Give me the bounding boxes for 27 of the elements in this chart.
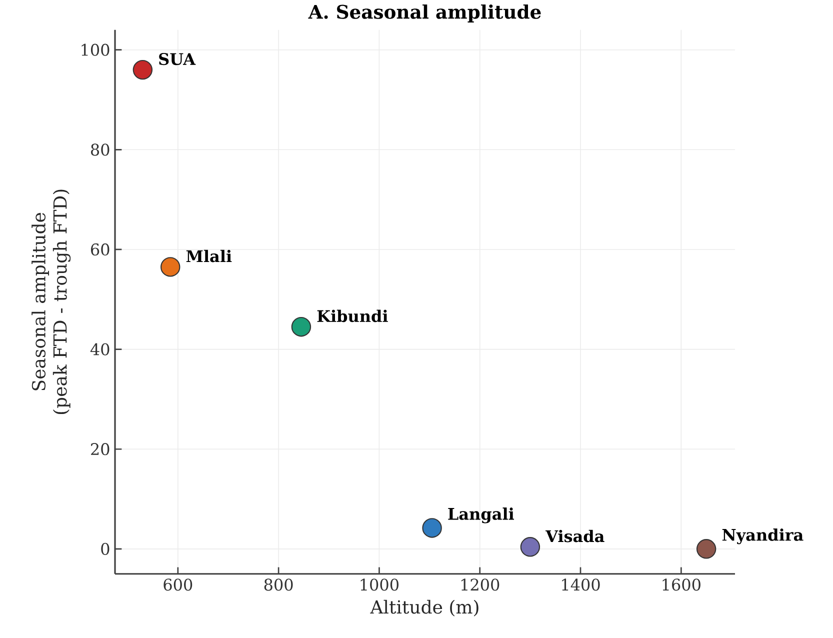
- x-tick-label: 800: [264, 578, 293, 591]
- x-tick-label: 1600: [662, 578, 700, 591]
- point: [422, 518, 442, 538]
- annotation: Visada: [545, 530, 604, 542]
- point: [160, 257, 180, 277]
- y-tick-label: 100: [82, 44, 110, 56]
- point: [696, 539, 716, 559]
- point: [291, 317, 312, 337]
- y-tick-label: 40: [90, 343, 110, 356]
- x-axis-title: Altitude (m): [370, 600, 478, 616]
- annotation: Nyandira: [722, 528, 804, 544]
- annotation: Kibundi: [317, 310, 388, 322]
- y-tick-label: 0: [101, 542, 110, 556]
- point: [520, 537, 540, 557]
- annotation: Langali: [448, 508, 514, 524]
- chart-title: A. Seasonal amplitude: [308, 4, 541, 23]
- x-tick-label: 1400: [562, 578, 600, 591]
- y-tick-label: 80: [91, 144, 110, 156]
- y-axis-title: Seasonal amplitude (peak FTD - trough FTD): [32, 190, 71, 414]
- x-tick-label: 600: [164, 578, 192, 591]
- y-tick-label: 20: [91, 443, 110, 456]
- x-tick-label: 1200: [461, 578, 500, 591]
- annotation: SUA: [159, 53, 196, 66]
- point: [132, 60, 153, 80]
- y-tick-label: 60: [91, 243, 110, 256]
- x-tick-label: 1000: [360, 578, 398, 591]
- annotation: Mlali: [186, 250, 232, 262]
